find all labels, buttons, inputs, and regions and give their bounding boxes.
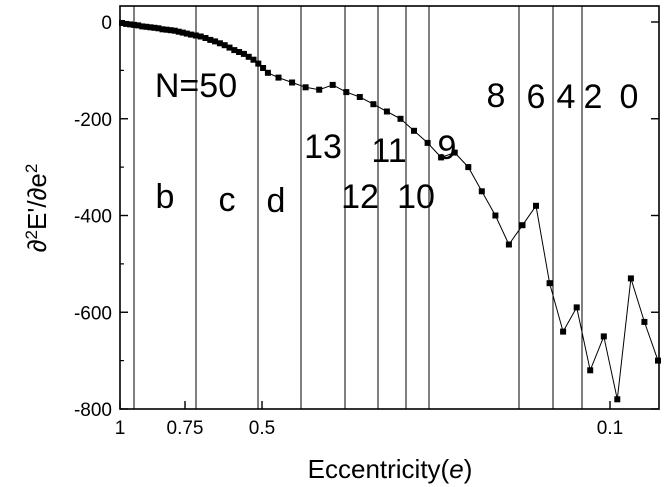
data-point [226, 44, 233, 51]
y-tick-label: -800 [74, 400, 112, 421]
data-point [587, 367, 594, 374]
data-point [151, 24, 158, 31]
y-tick-label: 0 [101, 13, 112, 34]
data-point [370, 101, 377, 108]
x-axis-ticks: 1 0.75 0.5 0.1 [115, 401, 623, 439]
region-label-5: 13 [304, 128, 342, 166]
data-point [505, 241, 512, 248]
data-point [167, 27, 174, 34]
data-point [600, 333, 607, 340]
region-label-9: 9 [438, 129, 457, 167]
data-point [424, 139, 431, 146]
region-label-10: 8 [487, 77, 506, 115]
data-point [451, 149, 458, 156]
data-point [478, 188, 485, 195]
y-tick-label: -200 [74, 110, 112, 131]
data-point [163, 26, 170, 33]
data-point [250, 56, 257, 63]
region-label-8: 10 [397, 178, 435, 216]
region-label-3: c [219, 181, 236, 219]
data-point [123, 20, 130, 27]
data-point [135, 22, 142, 29]
data-point [231, 47, 238, 54]
data-point [216, 40, 223, 47]
data-point [119, 20, 125, 26]
data-point [131, 21, 138, 28]
data-point [573, 304, 580, 311]
data-point [183, 30, 190, 37]
x-axis-title: Eccentricity(e) [308, 454, 473, 484]
data-point [175, 28, 182, 35]
data-point [127, 21, 134, 28]
data-point [240, 50, 247, 57]
region-label-13: 2 [584, 78, 603, 116]
data-point [438, 154, 445, 161]
data-point [302, 84, 309, 91]
data-point [560, 328, 567, 335]
svg-text:∂2E'/∂e2: ∂2E'/∂e2 [22, 164, 53, 253]
data-point [143, 23, 150, 30]
data-point [465, 164, 472, 171]
region-label-1: N=50 [155, 67, 237, 105]
data-point [155, 25, 162, 32]
x-tick-label: 1 [115, 418, 126, 439]
region-label-11: 6 [527, 78, 546, 116]
data-point [343, 89, 350, 96]
data-point [139, 23, 146, 30]
y-tick-label: -600 [74, 303, 112, 324]
data-point [397, 115, 404, 122]
region-label-7: 11 [371, 132, 406, 170]
y-axis-title: ∂2E'/∂e2 [22, 164, 53, 253]
data-point [212, 38, 219, 45]
data-point [655, 357, 661, 364]
region-label-6: 12 [341, 178, 379, 216]
data-point [519, 222, 526, 229]
data-point [289, 79, 296, 86]
data-point [260, 65, 267, 71]
data-point [492, 212, 499, 219]
data-point [627, 275, 634, 282]
region-divider-lines [133, 6, 583, 409]
data-point [383, 108, 390, 115]
data-point [207, 36, 214, 43]
data-point [641, 318, 648, 325]
data-point [275, 74, 282, 81]
data-point [255, 60, 262, 67]
data-point [245, 53, 252, 60]
data-point [202, 35, 209, 41]
x-tick-label: 0.1 [597, 418, 623, 439]
x-tick-label: 0.75 [167, 418, 204, 439]
data-point [179, 29, 186, 36]
y-tick-label: -400 [74, 207, 112, 228]
data-point [192, 32, 199, 39]
data-point [533, 202, 539, 209]
data-point [356, 94, 363, 100]
data-point [264, 69, 271, 76]
data-point [316, 86, 323, 93]
data-point [236, 49, 243, 55]
plot-frame [119, 5, 660, 410]
data-point [221, 42, 228, 49]
data-point [411, 127, 417, 134]
data-point [546, 280, 553, 287]
region-label-14: 0 [620, 78, 639, 116]
data-point [197, 33, 204, 40]
data-point [614, 396, 621, 403]
data-point [171, 27, 178, 34]
data-point [159, 26, 166, 33]
region-label-12: 4 [557, 78, 576, 116]
data-point [329, 81, 336, 88]
data-point [147, 24, 154, 31]
data-series [119, 20, 661, 403]
data-point [188, 31, 195, 38]
x-tick-label: 0.5 [249, 418, 275, 439]
region-label-2: b [156, 178, 175, 216]
region-label-4: d [267, 182, 286, 220]
y-axis-ticks: 0 -200 -400 -600 -800 [74, 13, 659, 421]
